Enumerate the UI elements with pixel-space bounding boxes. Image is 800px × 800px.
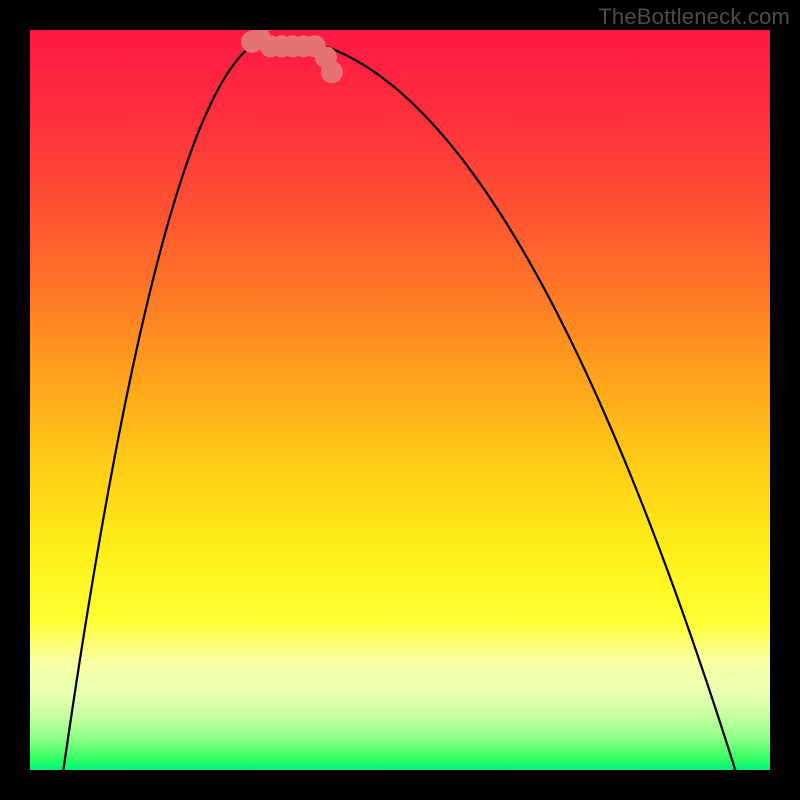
- gradient-background: [30, 30, 770, 770]
- watermark-text: TheBottleneck.com: [598, 4, 790, 30]
- plot-area: [30, 30, 770, 770]
- chart-svg: [30, 30, 770, 770]
- marker-dot: [321, 61, 343, 83]
